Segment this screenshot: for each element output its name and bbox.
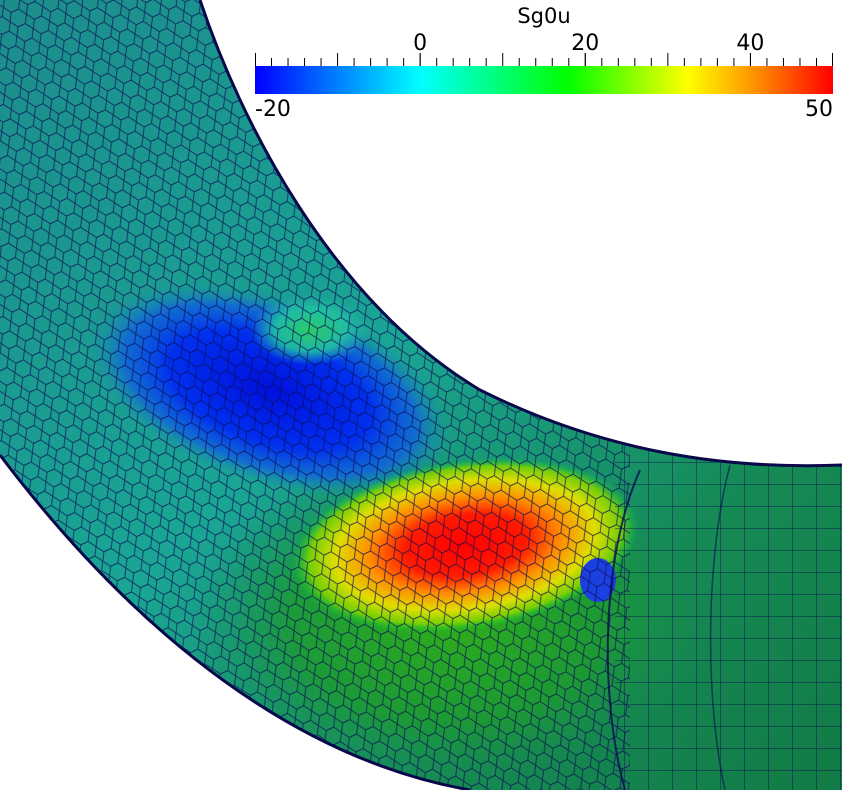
legend-color-bar xyxy=(255,66,833,94)
legend-tick-label: 40 xyxy=(736,31,765,56)
legend-tick-label: 20 xyxy=(571,31,600,56)
legend-min-label: -20 xyxy=(255,97,291,122)
color-legend: Sg0u 0 20 40 -20 50 xyxy=(255,0,833,130)
pipe-outer-edge xyxy=(0,454,471,790)
legend-max-label: 50 xyxy=(805,97,833,122)
pipe-inner-edge xyxy=(198,0,842,468)
legend-tick-label: 0 xyxy=(413,31,428,56)
mesh-seam xyxy=(606,469,641,790)
legend-title: Sg0u xyxy=(517,4,571,28)
